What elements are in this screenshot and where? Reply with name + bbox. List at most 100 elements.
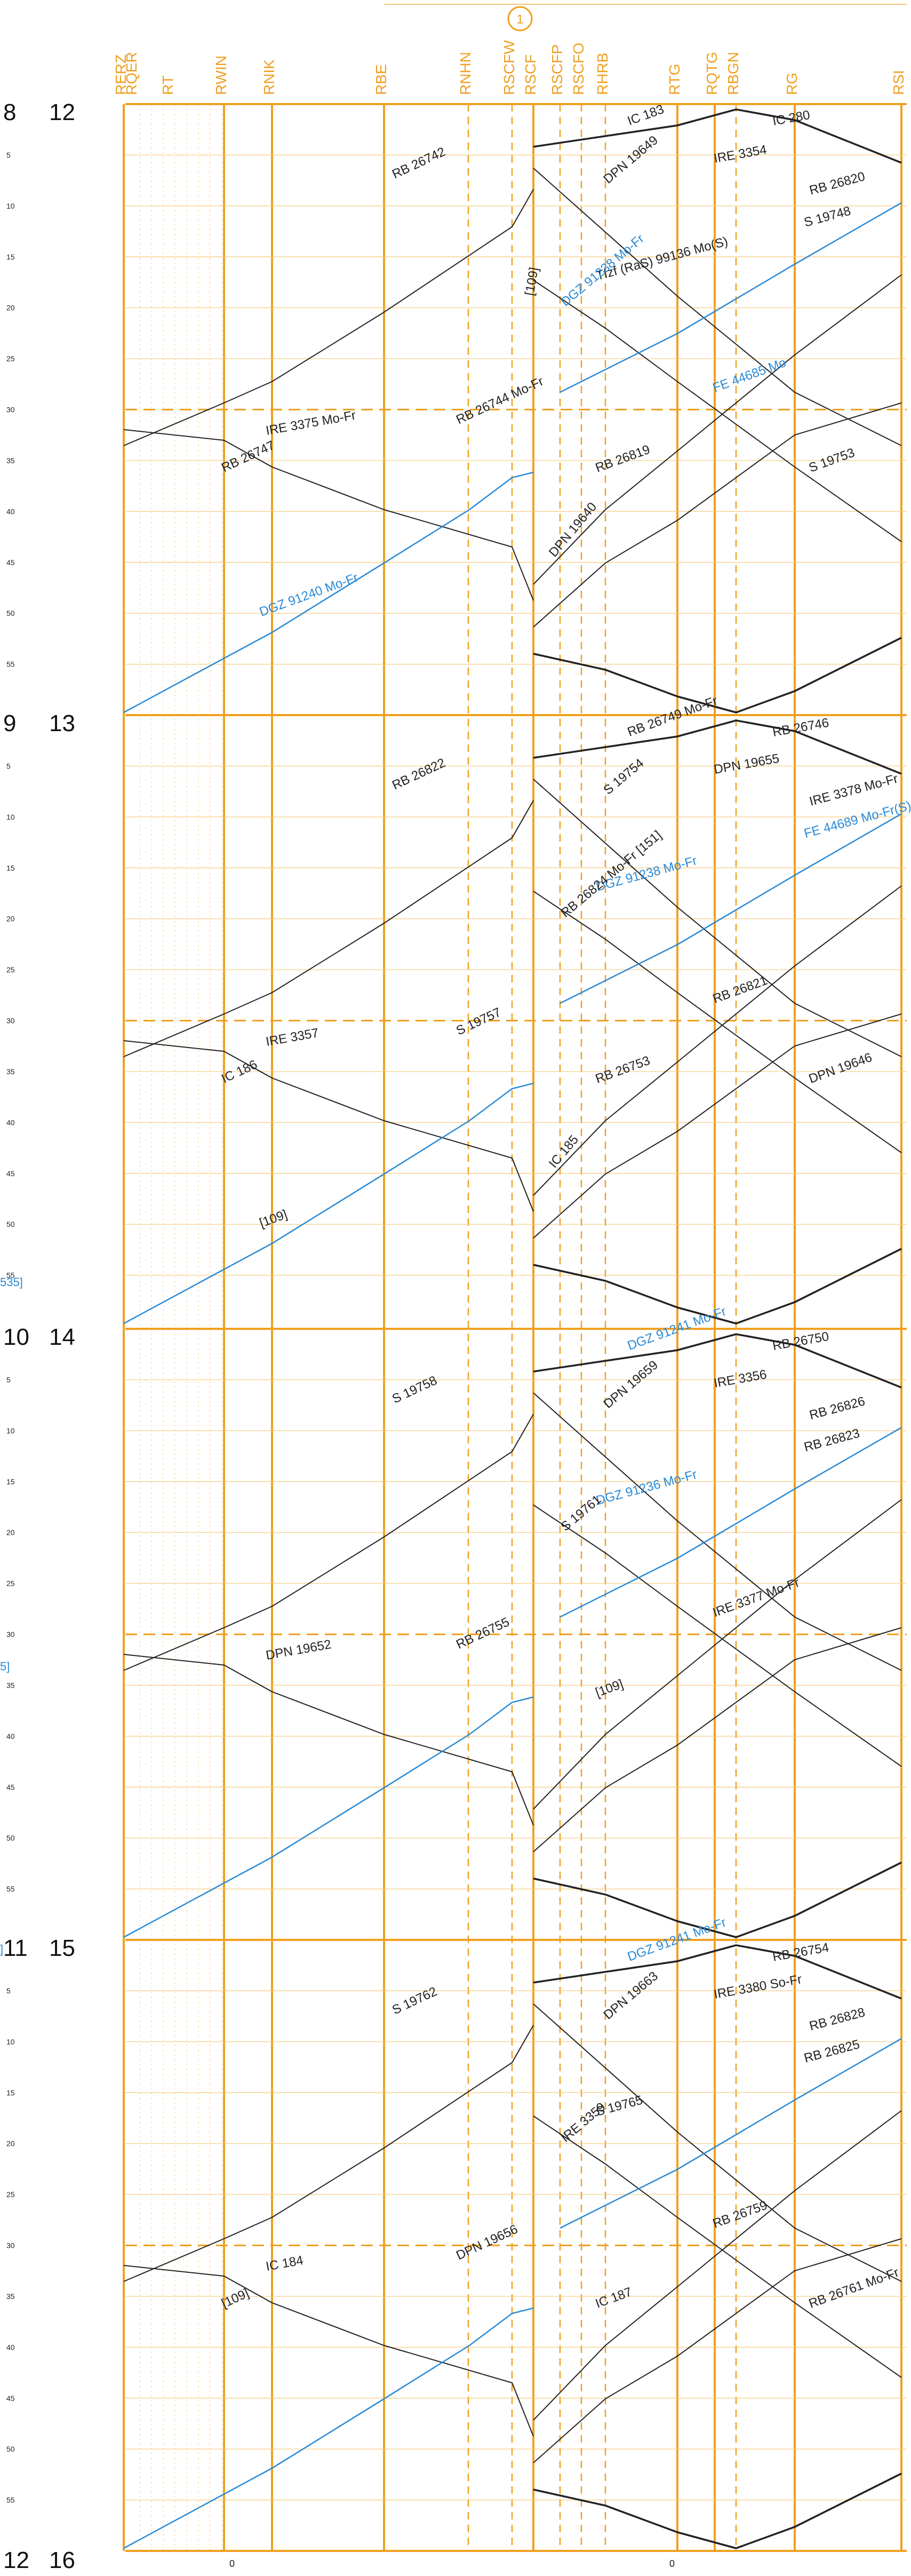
minute-tick-label: 5	[6, 1375, 11, 1384]
minute-tick-label: 30	[6, 406, 15, 414]
train-path	[533, 1944, 902, 2000]
hour-label-left: 8	[3, 99, 16, 125]
train-label: RB 26750	[771, 1329, 830, 1353]
minute-tick-label: 50	[6, 609, 15, 617]
train-path	[533, 1627, 902, 1852]
station-label-rhrb: RHRB	[594, 53, 611, 95]
freight-path	[560, 202, 902, 393]
minute-tick-label: 40	[6, 1118, 15, 1127]
minute-tick-label: 40	[6, 507, 15, 516]
side-note: 535]	[0, 1275, 23, 1289]
train-label: RB 26754	[771, 1940, 830, 1964]
train-path	[123, 1654, 534, 1826]
hour-label-left: 12	[3, 2547, 29, 2573]
train-path	[123, 1414, 534, 1671]
train-path	[533, 1392, 902, 1671]
minute-tick-label: 15	[6, 2088, 15, 2097]
train-path	[123, 800, 534, 1057]
station-label-rqer: RQER	[123, 52, 140, 95]
minute-tick-label: 50	[6, 1220, 15, 1228]
train-path	[533, 637, 902, 714]
minute-tick-label: 15	[6, 1477, 15, 1486]
train-label: RB 26822	[390, 756, 447, 793]
train-label: IC 187	[594, 2285, 634, 2311]
train-path	[533, 719, 902, 775]
hour-label-left: 11	[3, 1935, 28, 1961]
station-label-rnhn: RNHN	[457, 52, 474, 95]
train-label: IRE 3378 Mo-Fr	[808, 772, 900, 809]
hour-label-right: 15	[49, 1935, 75, 1961]
train-label: RB 26819	[594, 442, 652, 475]
train-path	[533, 1013, 902, 1239]
freight-path	[123, 2307, 534, 2549]
freight-path	[123, 471, 534, 714]
train-label: DPN 19649	[601, 133, 661, 186]
station-label-rqtg: RQTG	[704, 52, 720, 95]
station-label-rerz: RERZ	[113, 54, 129, 95]
bottom-zero-label: 0	[229, 2558, 235, 2569]
minute-tick-label: 50	[6, 1834, 15, 1842]
train-path	[533, 1504, 902, 1767]
train-label: DPN 19646	[807, 1050, 874, 1087]
train-label: [109]	[594, 1677, 625, 1700]
train-label: DPN 19655	[713, 751, 780, 777]
side-note: 5]	[0, 1660, 10, 1673]
train-path	[123, 2265, 534, 2437]
minute-tick-label: 55	[6, 1271, 15, 1280]
minute-tick-label: 30	[6, 2241, 15, 2250]
hour-label-left: 9	[3, 710, 16, 736]
train-path	[533, 2115, 902, 2378]
train-label: RB 26828	[808, 2005, 867, 2034]
train-label: RB 26826	[808, 1394, 867, 1423]
minute-tick-label: 25	[6, 354, 15, 363]
train-label: RB 26755	[454, 1615, 512, 1652]
minute-tick-label: 35	[6, 2292, 15, 2301]
station-label-rscf: RSCF	[522, 54, 539, 95]
minute-tick-label: 10	[6, 813, 15, 821]
train-path	[533, 2003, 902, 2282]
minute-tick-label: 45	[6, 1169, 15, 1178]
train-label: S 19753	[807, 446, 857, 475]
train-label: IC 184	[265, 2253, 304, 2274]
train-label: DPN 19659	[601, 1358, 661, 1411]
train-label: RB 26825	[803, 2037, 861, 2066]
freight-path	[560, 2038, 902, 2229]
train-label: RB 26761 Mo-Fr	[807, 2265, 901, 2311]
minute-tick-label: 10	[6, 1426, 15, 1435]
station-label-rscfo: RSCFO	[570, 43, 587, 95]
train-path	[533, 2472, 902, 2549]
minute-tick-label: 45	[6, 2394, 15, 2403]
train-label: IRE 3377 Mo-Fr	[711, 1575, 802, 1620]
train-path	[533, 891, 902, 1153]
train-path	[123, 1040, 534, 1212]
hour-label-left: 10	[3, 1324, 29, 1350]
minute-tick-label: 25	[6, 1579, 15, 1588]
minute-tick-label: 15	[6, 252, 15, 261]
minute-tick-label: 55	[6, 660, 15, 669]
train-label: RB 26749 Mo-Fr	[626, 694, 720, 740]
minute-tick-label: 30	[6, 1017, 15, 1025]
minute-tick-label: 20	[6, 915, 15, 923]
train-label: IRE 3375 Mo-Fr	[265, 408, 357, 438]
train-label: RB 26746	[771, 716, 830, 740]
minute-tick-label: 10	[6, 202, 15, 210]
train-path	[533, 1499, 902, 1810]
freight-path	[123, 1696, 534, 1938]
side-note: ]	[0, 1943, 3, 1956]
freight-path	[123, 1082, 534, 1325]
train-label: S 19748	[803, 204, 852, 230]
train-path	[533, 402, 902, 628]
minute-tick-label: 20	[6, 2139, 15, 2148]
train-label: RB 26820	[808, 169, 867, 198]
freight-path	[560, 1426, 902, 1618]
marker-circle	[507, 6, 533, 31]
minute-tick-label: 25	[6, 965, 15, 974]
train-label: RB 26747	[219, 438, 277, 475]
train-label: DGZ 91236 Mo-Fr	[595, 1467, 699, 1508]
minute-tick-label: 50	[6, 2445, 15, 2453]
train-label: [109]	[522, 266, 541, 297]
minute-tick-label: 55	[6, 1885, 15, 1893]
train-label: IC 186	[219, 1057, 260, 1086]
train-path	[123, 189, 534, 446]
